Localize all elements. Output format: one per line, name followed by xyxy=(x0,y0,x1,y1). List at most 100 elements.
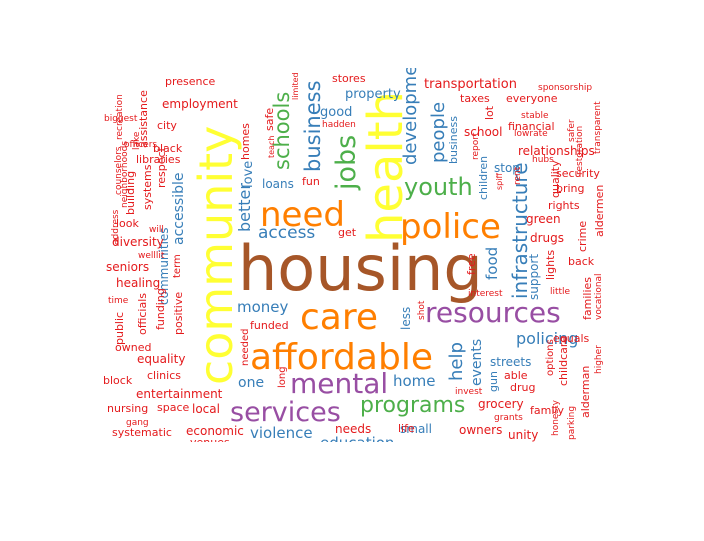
cloud-word: gang xyxy=(126,418,149,428)
cloud-word: look xyxy=(116,217,139,230)
cloud-word: resources xyxy=(425,296,561,329)
cloud-word: lot xyxy=(483,105,496,120)
cloud-word: time xyxy=(108,296,129,306)
cloud-word: funded xyxy=(250,319,289,332)
cloud-word: lowrate xyxy=(514,129,548,139)
cloud-word: options xyxy=(545,339,556,376)
cloud-word: entertainment xyxy=(136,387,223,401)
cloud-word: business xyxy=(301,80,325,172)
cloud-word: diversity xyxy=(112,235,164,249)
cloud-word: streets xyxy=(490,355,532,369)
cloud-word: seniors xyxy=(106,260,150,274)
cloud-word: employment xyxy=(162,97,238,111)
cloud-word: youth xyxy=(404,173,473,201)
cloud-word: life xyxy=(398,422,415,435)
cloud-word: lake xyxy=(132,131,142,150)
cloud-word: teach xyxy=(267,135,276,158)
cloud-word: alderman xyxy=(579,365,592,418)
cloud-word: get xyxy=(338,226,357,239)
cloud-word: violence xyxy=(250,424,313,442)
cloud-word: black xyxy=(153,142,183,155)
cloud-word: grocery xyxy=(478,397,524,411)
cloud-word: policing xyxy=(516,329,579,348)
cloud-word: support xyxy=(527,253,541,300)
cloud-word: drugs xyxy=(530,231,565,245)
cloud-word: people xyxy=(428,101,449,163)
cloud-word: better xyxy=(235,183,254,232)
cloud-word: nursing xyxy=(107,402,149,415)
cloud-word: recreation xyxy=(115,94,125,140)
cloud-word: rights xyxy=(548,199,580,212)
cloud-word: limited xyxy=(291,72,300,100)
cloud-word: business xyxy=(447,116,460,164)
cloud-word: loans xyxy=(262,177,294,191)
cloud-word: hubs xyxy=(532,155,554,165)
cloud-word: back xyxy=(568,255,595,268)
cloud-word: rent xyxy=(513,166,523,185)
cloud-word: drug xyxy=(510,381,536,394)
cloud-word: venues xyxy=(190,437,230,442)
cloud-word: shot xyxy=(417,300,427,320)
cloud-word: aldermen xyxy=(593,184,606,237)
cloud-word: space xyxy=(157,401,190,414)
cloud-word: mental xyxy=(290,367,389,400)
cloud-word: development xyxy=(400,68,421,165)
cloud-word: small xyxy=(400,422,432,436)
cloud-word: relationships xyxy=(518,144,595,158)
cloud-word: affordable xyxy=(250,337,433,378)
cloud-word: needs xyxy=(335,422,372,436)
cloud-word: events xyxy=(469,338,485,386)
cloud-word: owned xyxy=(115,341,152,354)
cloud-word: report xyxy=(471,132,481,161)
cloud-word: stable xyxy=(521,111,549,121)
cloud-word: officers xyxy=(124,140,158,150)
cloud-word: sponsorship xyxy=(538,83,593,93)
cloud-word: libraries xyxy=(136,153,181,166)
cloud-word: community xyxy=(189,125,243,385)
cloud-word: education xyxy=(320,436,394,443)
cloud-word: help xyxy=(446,342,467,381)
cloud-word: systematic xyxy=(112,426,172,439)
cloud-word: invest xyxy=(455,387,483,397)
cloud-word: parking xyxy=(567,405,577,440)
cloud-word: neighborhoods xyxy=(120,140,130,208)
cloud-word: unity xyxy=(508,428,539,442)
cloud-word: local xyxy=(192,402,220,416)
cloud-word: bring xyxy=(556,182,585,195)
cloud-word: presence xyxy=(165,75,216,88)
cloud-word: school xyxy=(464,125,503,139)
cloud-word: healing xyxy=(116,276,161,290)
cloud-word: economic xyxy=(186,424,244,438)
cloud-word: officials xyxy=(136,293,149,335)
cloud-word: honesty xyxy=(551,400,561,436)
cloud-word: address xyxy=(111,209,121,245)
cloud-word: transparent xyxy=(593,101,603,154)
cloud-word: lights xyxy=(544,249,557,280)
cloud-word: gun xyxy=(487,371,500,392)
cloud-word: systems xyxy=(141,164,154,211)
cloud-word: good xyxy=(320,105,353,120)
cloud-word: home xyxy=(393,372,436,390)
cloud-word: police xyxy=(400,207,501,247)
cloud-word: family xyxy=(530,404,564,417)
cloud-word: block xyxy=(103,374,133,387)
cloud-word: owners xyxy=(459,423,503,437)
cloud-word: welllit xyxy=(138,251,165,261)
cloud-word: equals xyxy=(553,332,590,345)
cloud-word: hadden xyxy=(322,120,356,130)
cloud-word: interest xyxy=(468,289,503,299)
cloud-word: equality xyxy=(137,352,186,366)
cloud-word: free xyxy=(465,253,478,275)
word-cloud-area: housing community health affordable need poli… xyxy=(96,68,616,442)
cloud-word: money xyxy=(237,298,289,316)
cloud-word: little xyxy=(550,287,571,297)
cloud-word: care xyxy=(300,297,379,338)
cloud-word: stores xyxy=(332,72,366,85)
cloud-word: financial xyxy=(508,120,555,133)
cloud-word: programs xyxy=(360,393,466,418)
cloud-word: access xyxy=(258,223,316,243)
cloud-word: biggest xyxy=(104,114,138,124)
cloud-word: restoration xyxy=(575,125,585,175)
cloud-word: long xyxy=(277,366,288,388)
